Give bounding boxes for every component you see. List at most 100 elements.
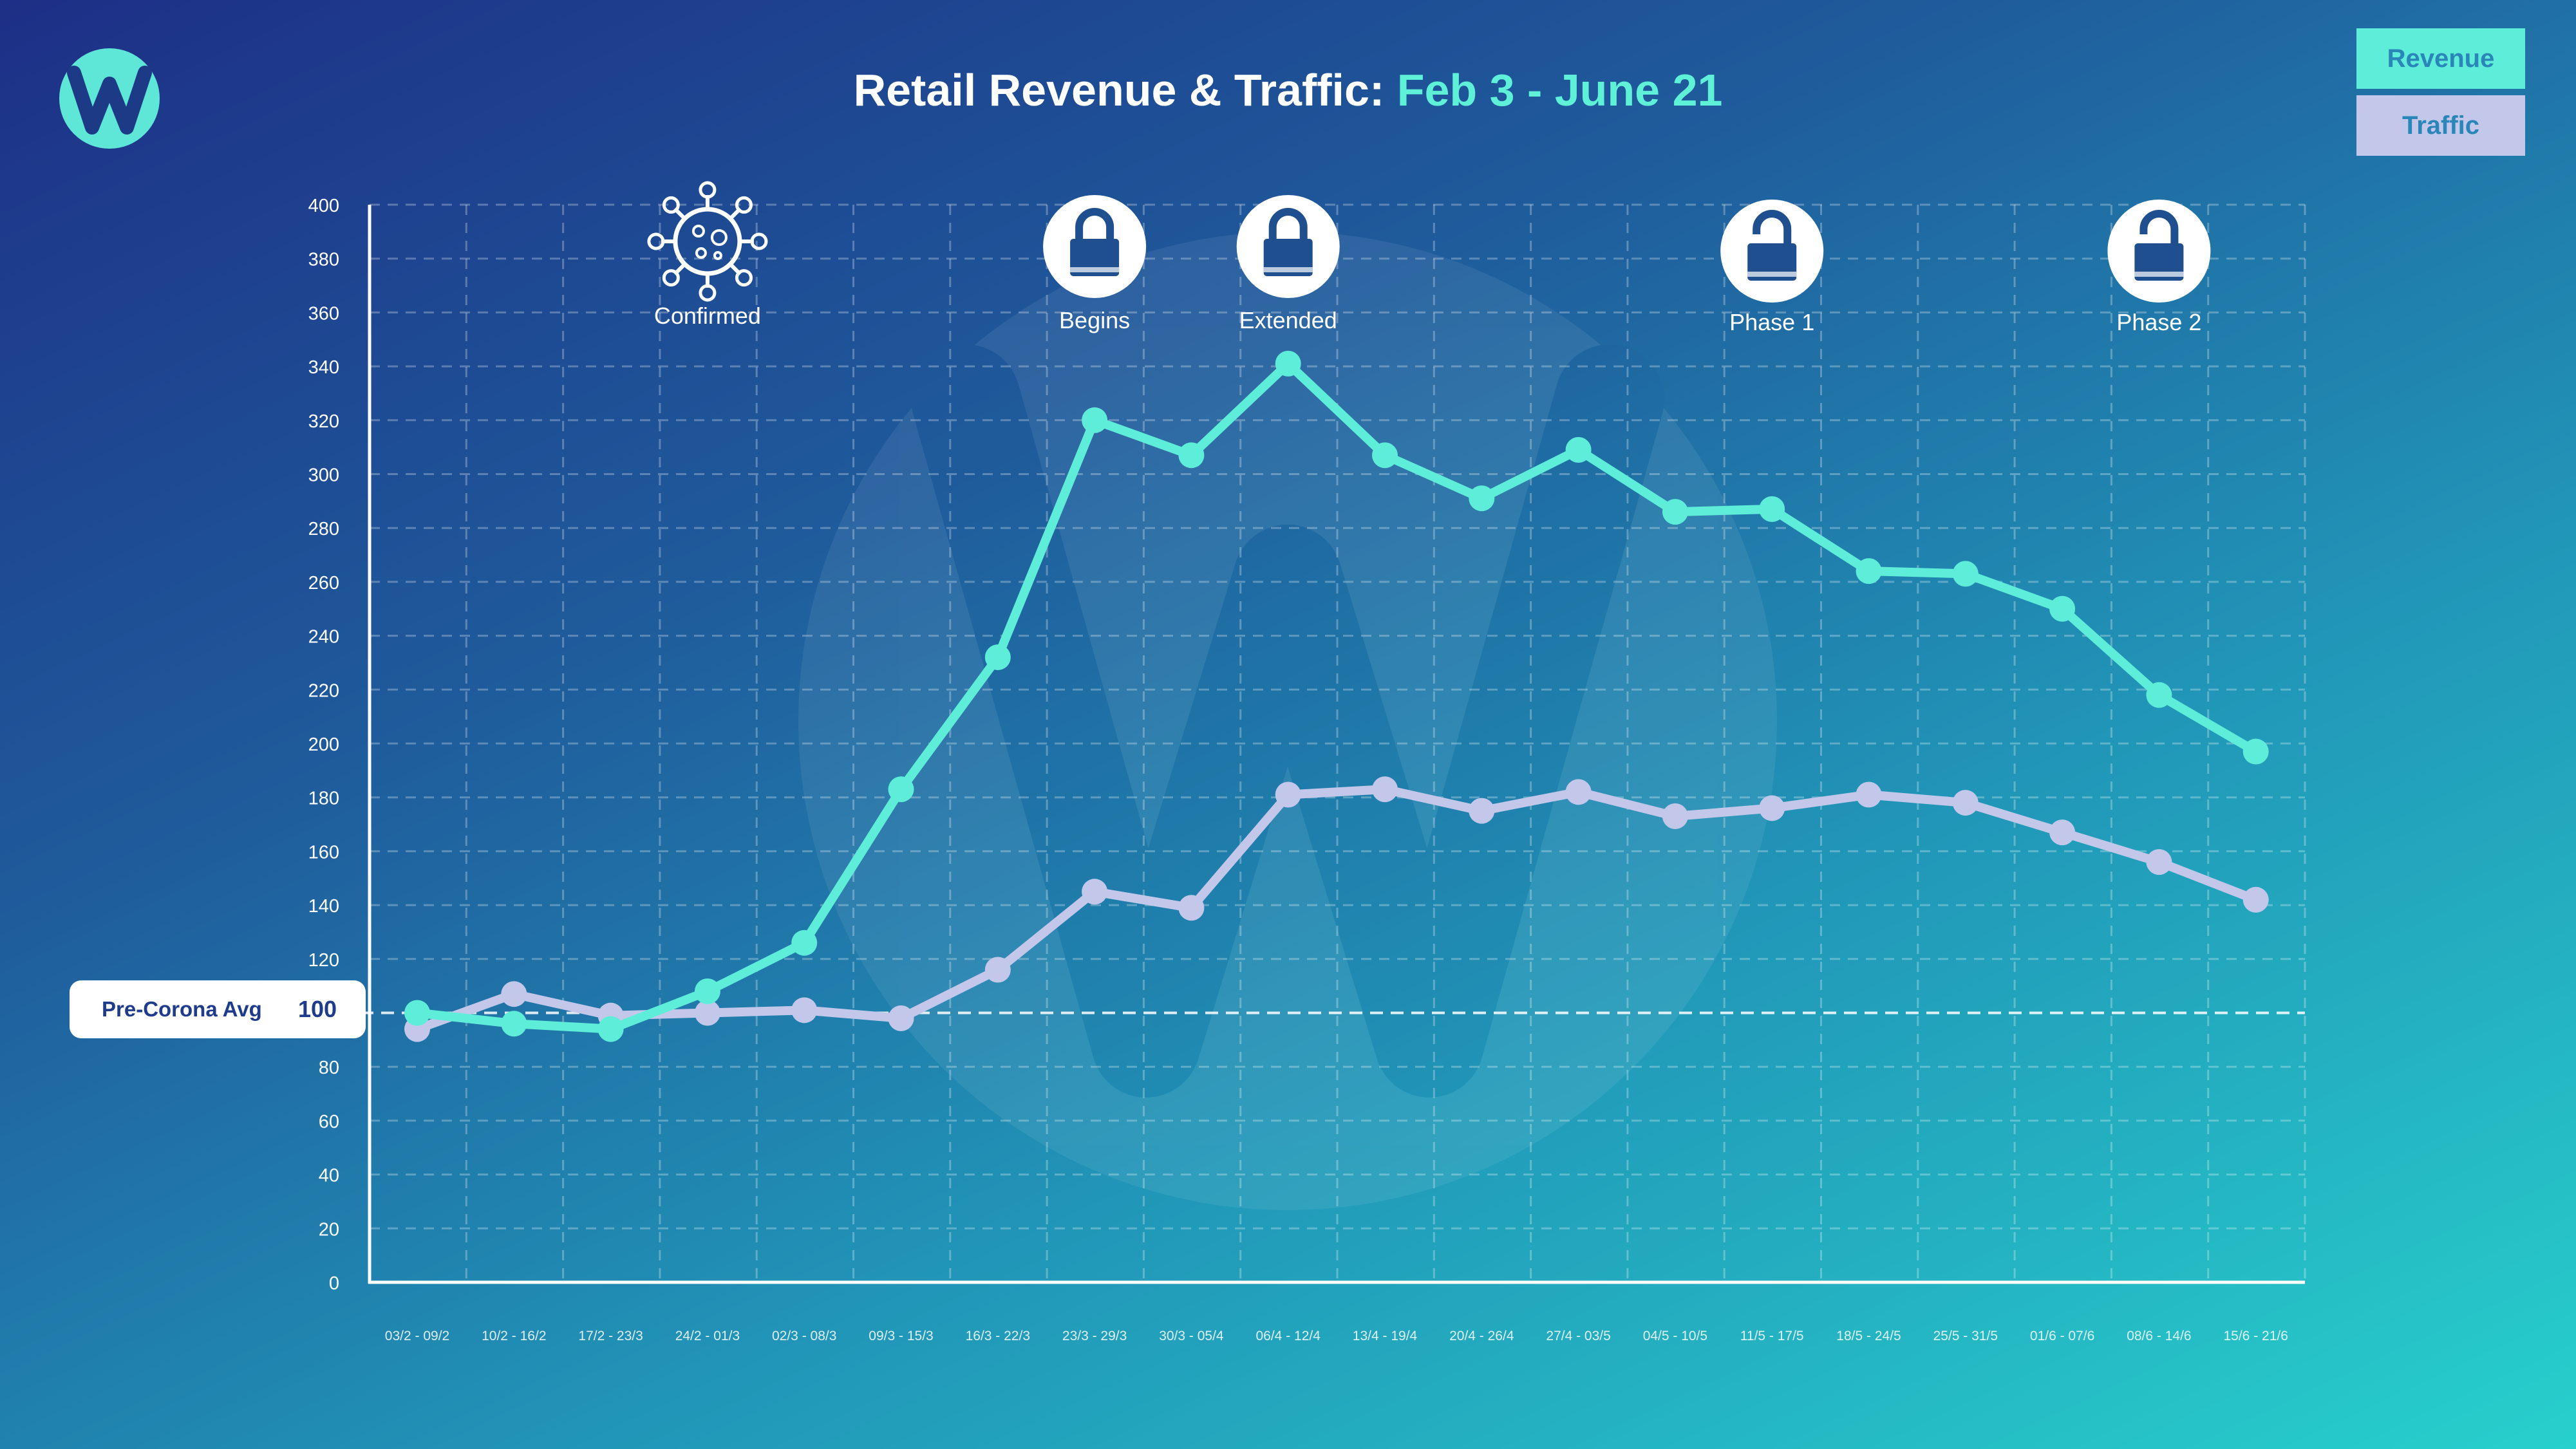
revenue-data-point <box>1469 485 1495 512</box>
traffic-series-line <box>413 785 2261 1034</box>
y-tick-label: 200 <box>308 734 339 755</box>
traffic-data-point <box>1856 781 1882 808</box>
revenue-series-line <box>413 359 2261 1034</box>
x-tick-label: 30/3 - 05/4 <box>1159 1329 1224 1343</box>
y-tick-label: 0 <box>329 1273 339 1294</box>
revenue-data-point <box>501 1011 527 1037</box>
x-tick-label: 23/3 - 29/3 <box>1062 1329 1127 1343</box>
logo-icon <box>59 48 160 149</box>
y-tick-label: 60 <box>319 1112 339 1132</box>
y-tick-label: 340 <box>308 357 339 378</box>
traffic-data-point <box>1759 795 1785 821</box>
baseline-label: Pre-Corona Avg <box>102 997 262 1021</box>
chart-title-main: Retail Revenue & Traffic: <box>853 65 1385 115</box>
revenue-data-point <box>1275 350 1301 377</box>
x-tick-label: 10/2 - 16/2 <box>482 1329 546 1343</box>
y-tick-label: 180 <box>308 789 339 809</box>
revenue-data-point <box>1565 436 1592 463</box>
revenue-data-point <box>1178 442 1205 469</box>
chart-title-date-range: Feb 3 - June 21 <box>1396 65 1723 115</box>
revenue-data-point <box>597 1016 624 1042</box>
traffic-data-point <box>1082 879 1108 905</box>
revenue-data-point <box>1082 407 1108 433</box>
x-tick-label: 20/4 - 26/4 <box>1449 1329 1514 1343</box>
event-label: Confirmed <box>653 303 761 329</box>
y-tick-label: 120 <box>308 950 339 971</box>
unlock-icon <box>2107 200 2211 303</box>
x-tick-label: 06/4 - 12/4 <box>1255 1329 1321 1343</box>
chart-title: Retail Revenue & Traffic: Feb 3 - June 2… <box>0 64 2576 116</box>
traffic-data-point <box>1178 895 1205 921</box>
x-tick-label: 15/6 - 21/6 <box>2223 1329 2288 1343</box>
y-tick-label: 380 <box>308 250 339 270</box>
traffic-data-point <box>1565 779 1592 805</box>
y-tick-label: 220 <box>308 680 339 701</box>
traffic-data-point <box>694 1000 720 1026</box>
traffic-data-point <box>791 997 818 1024</box>
revenue-data-point <box>1759 496 1785 522</box>
x-tick-label: 13/4 - 19/4 <box>1353 1329 1418 1343</box>
x-tick-label: 04/5 - 10/5 <box>1643 1329 1707 1343</box>
watermark-logo <box>798 232 1777 1210</box>
traffic-data-point <box>1372 776 1398 803</box>
traffic-data-point <box>2242 886 2269 913</box>
x-tick-label: 01/6 - 07/6 <box>2030 1329 2094 1343</box>
revenue-data-point <box>404 1000 430 1026</box>
unlock-icon <box>1720 200 1824 303</box>
traffic-data-point <box>1662 803 1688 829</box>
revenue-data-point <box>1662 499 1688 525</box>
y-tick-label: 400 <box>308 196 339 216</box>
baseline-value: 100 <box>298 996 337 1022</box>
watermark-w <box>911 344 1664 1098</box>
event-label: Phase 1 <box>1729 309 1815 335</box>
revenue-data-point <box>2049 595 2076 622</box>
traffic-data-point <box>501 981 527 1007</box>
y-tick-label: 80 <box>319 1058 339 1078</box>
traffic-data-point <box>984 957 1011 983</box>
y-tick-label: 300 <box>308 465 339 486</box>
traffic-data-point <box>888 1005 914 1031</box>
x-tick-label: 27/4 - 03/5 <box>1546 1329 1610 1343</box>
y-tick-label: 20 <box>319 1219 339 1240</box>
x-tick-label: 17/2 - 23/3 <box>578 1329 643 1343</box>
revenue-data-point <box>791 930 818 956</box>
x-tick-label: 08/6 - 14/6 <box>2127 1329 2191 1343</box>
revenue-data-point <box>694 978 720 1005</box>
x-tick-label: 02/3 - 08/3 <box>772 1329 836 1343</box>
revenue-data-point <box>1372 442 1398 469</box>
event-label: Phase 2 <box>2116 309 2202 335</box>
y-tick-label: 320 <box>308 411 339 432</box>
revenue-data-point <box>2242 738 2269 765</box>
event-label: Begins <box>1059 307 1131 333</box>
revenue-data-point <box>1952 561 1979 587</box>
lock-icon <box>1043 195 1147 298</box>
x-tick-label: 16/3 - 22/3 <box>966 1329 1030 1343</box>
virus-icon <box>647 181 768 302</box>
y-tick-label: 280 <box>308 519 339 539</box>
revenue-data-point <box>1856 558 1882 584</box>
x-tick-label: 09/3 - 15/3 <box>869 1329 933 1343</box>
traffic-data-point <box>2049 819 2076 846</box>
x-tick-label: 24/2 - 01/3 <box>675 1329 740 1343</box>
legend-revenue-button[interactable]: Revenue <box>2356 28 2525 89</box>
event-label: Extended <box>1239 307 1337 333</box>
traffic-data-point <box>1275 781 1301 808</box>
x-tick-label: 11/5 - 17/5 <box>1740 1329 1804 1343</box>
legend-traffic-button[interactable]: Traffic <box>2356 95 2525 156</box>
y-tick-label: 140 <box>308 896 339 917</box>
lock-icon <box>1236 195 1340 298</box>
y-tick-label: 260 <box>308 573 339 594</box>
y-tick-label: 240 <box>308 627 339 648</box>
traffic-data-point <box>2146 849 2172 875</box>
revenue-data-point <box>888 776 914 803</box>
y-tick-label: 360 <box>308 303 339 324</box>
x-tick-label: 03/2 - 09/2 <box>385 1329 449 1343</box>
y-tick-label: 160 <box>308 842 339 863</box>
revenue-data-point <box>2146 682 2172 708</box>
revenue-data-point <box>984 644 1011 671</box>
traffic-data-point <box>1469 798 1495 824</box>
traffic-data-point <box>1952 790 1979 816</box>
pre-corona-average-badge: Pre-Corona Avg 100 <box>70 980 366 1038</box>
x-tick-label: 18/5 - 24/5 <box>1836 1329 1901 1343</box>
